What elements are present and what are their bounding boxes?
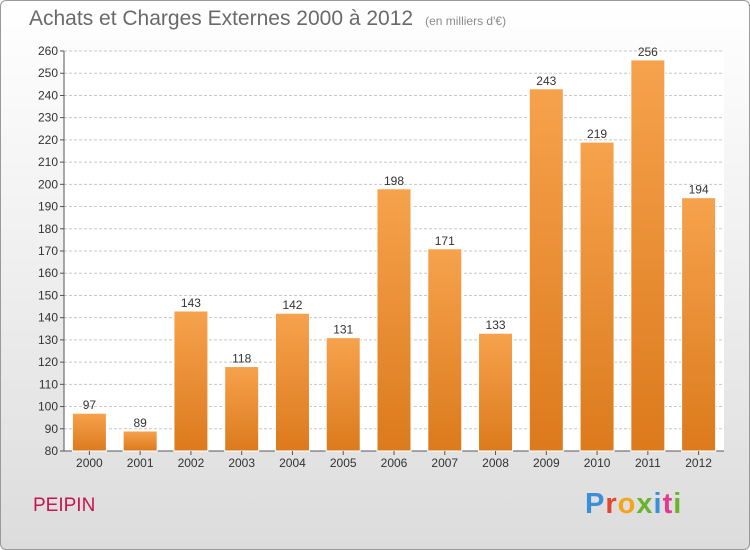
x-tick-label: 2003 (228, 456, 255, 470)
bar-value-label: 131 (333, 323, 353, 337)
y-tick-label: 230 (38, 111, 58, 125)
x-tick-label: 2009 (533, 456, 560, 470)
brand-letter: x (636, 488, 654, 520)
x-tick-label: 2005 (330, 456, 357, 470)
bar (681, 197, 717, 452)
x-tick-label: 2011 (635, 456, 661, 470)
bar (427, 248, 463, 452)
bar (224, 366, 260, 452)
x-tick-label: 2002 (178, 456, 205, 470)
brand-letter: r (605, 488, 618, 520)
y-tick-label: 140 (38, 311, 58, 325)
bar-value-label: 97 (83, 398, 97, 412)
y-tick-label: 250 (38, 66, 58, 80)
y-tick-label: 180 (38, 222, 58, 236)
bar-value-label: 194 (689, 183, 709, 197)
brand-letter: P (585, 488, 606, 520)
x-tick-label: 2010 (584, 456, 611, 470)
brand-letter: i (673, 488, 683, 520)
bar-value-label: 219 (587, 127, 607, 141)
brand-letter: o (617, 488, 637, 520)
y-tick-label: 130 (38, 333, 58, 347)
bar (274, 312, 310, 452)
y-tick-label: 210 (38, 155, 58, 169)
bar-value-label: 89 (133, 416, 147, 430)
bar-value-label: 256 (638, 45, 658, 59)
x-tick-label: 2000 (76, 456, 103, 470)
bar (71, 412, 107, 452)
brand-logo: Proxiti (585, 488, 682, 521)
bar-value-label: 243 (536, 74, 556, 88)
x-tick-label: 2012 (685, 456, 712, 470)
chart-title: Achats et Charges Externes 2000 à 2012 (e… (29, 7, 506, 31)
bar (173, 310, 209, 452)
bar (630, 59, 666, 452)
x-tick-label: 2004 (279, 456, 306, 470)
y-tick-label: 260 (38, 44, 58, 58)
bar-value-label: 118 (232, 352, 251, 366)
x-tick-label: 2008 (482, 456, 509, 470)
y-tick-label: 190 (38, 200, 58, 214)
bar-value-label: 143 (181, 296, 201, 310)
commune-name: PEIPIN (33, 495, 96, 516)
y-tick-label: 160 (38, 266, 58, 280)
bar (478, 332, 514, 452)
y-tick-label: 220 (38, 133, 58, 147)
y-tick-label: 100 (38, 400, 58, 414)
x-tick-label: 2007 (431, 456, 458, 470)
y-tick-label: 150 (38, 288, 58, 302)
x-tick-label: 2006 (381, 456, 408, 470)
bar-value-label: 171 (435, 234, 455, 248)
brand-letter: i (653, 488, 663, 520)
title-text: Achats et Charges Externes 2000 à 2012 (29, 7, 414, 30)
bar (122, 430, 158, 452)
bar-value-label: 198 (384, 174, 404, 188)
brand-letter: t (662, 488, 674, 520)
x-tick-label: 2001 (127, 456, 154, 470)
bar (528, 88, 564, 452)
y-tick-label: 120 (38, 355, 58, 369)
bar (325, 337, 361, 452)
y-tick-label: 200 (38, 177, 58, 191)
y-tick-label: 90 (45, 422, 59, 436)
bar-value-label: 142 (282, 298, 302, 312)
y-tick-label: 240 (38, 88, 58, 102)
y-tick-label: 170 (38, 244, 58, 258)
bar-value-label: 133 (486, 318, 506, 332)
chart-subtitle: (en milliers d'€) (425, 14, 507, 28)
bar (376, 188, 412, 452)
bar (579, 141, 615, 452)
y-tick-label: 80 (45, 444, 59, 458)
y-tick-label: 110 (39, 377, 58, 391)
